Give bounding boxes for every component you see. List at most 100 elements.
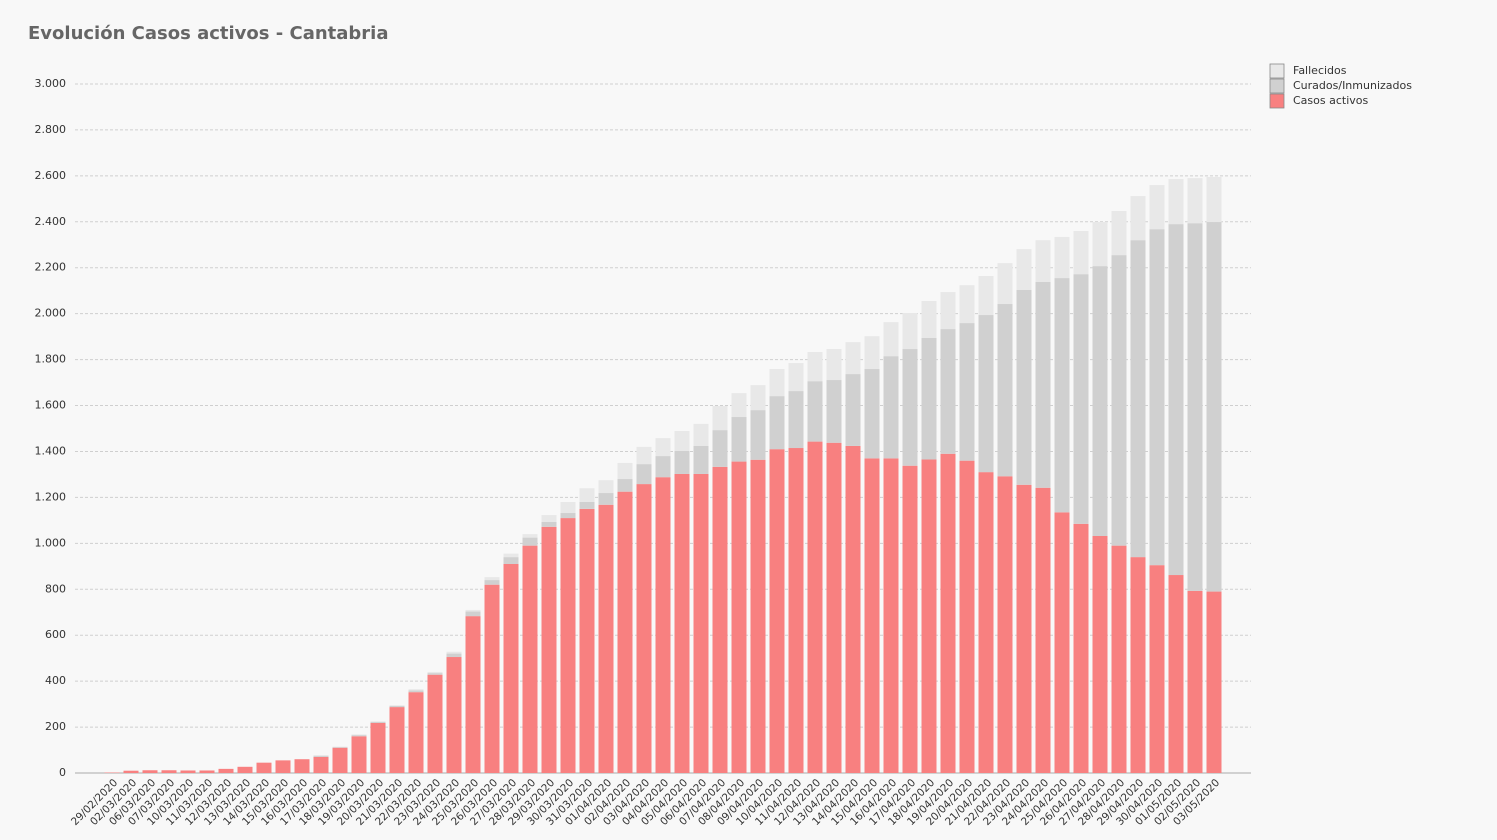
bar-segment <box>674 451 690 474</box>
bar-segment <box>731 417 747 462</box>
bar-segment <box>465 611 481 617</box>
bar-segment <box>389 705 405 708</box>
bar-segment <box>275 760 291 773</box>
bar-segment <box>1206 591 1222 773</box>
y-tick-label: 2.400 <box>35 215 67 228</box>
bar-segment <box>1111 545 1127 773</box>
bar-segment <box>484 580 500 585</box>
bar-segment <box>541 526 557 773</box>
bar-segment <box>788 391 804 449</box>
bar-segment <box>1035 487 1051 773</box>
bar-segment <box>142 770 158 773</box>
bar-segment <box>693 473 709 773</box>
bar-segment <box>351 736 367 773</box>
bar-segment <box>484 577 500 581</box>
bar-segment <box>1054 512 1070 773</box>
bar-segment <box>1149 185 1165 230</box>
bar-segment <box>845 374 861 446</box>
bar-segment <box>712 466 728 773</box>
bar-segment <box>712 430 728 467</box>
legend-swatch <box>1269 63 1285 79</box>
bar-segment <box>446 657 462 773</box>
bar-segment <box>902 349 918 466</box>
bar-segment <box>598 480 614 494</box>
bar-segment <box>807 441 823 773</box>
y-tick-label: 1.400 <box>35 444 67 457</box>
bar-segment <box>427 673 443 675</box>
y-tick-label: 2.600 <box>35 169 67 182</box>
bar-segment <box>218 768 234 773</box>
bar-segment <box>313 755 329 756</box>
bar-segment <box>1016 290 1032 485</box>
bar-segment <box>826 442 842 773</box>
bar-segment <box>788 363 804 392</box>
bar-segment <box>237 766 253 773</box>
bar-segment <box>1111 211 1127 256</box>
bar-segment <box>579 508 595 773</box>
bar-segment <box>921 338 937 460</box>
bar-segment <box>864 458 880 773</box>
bar-segment <box>408 689 424 691</box>
bar-segment <box>313 755 329 757</box>
bar-segment <box>1187 590 1203 773</box>
bar-segment <box>940 292 956 330</box>
bar-segment <box>1187 178 1203 224</box>
bar-segment <box>978 315 994 473</box>
bar-segment <box>636 464 652 485</box>
bar-segment <box>446 651 462 654</box>
bar-segment <box>1149 565 1165 773</box>
bar-segment <box>902 465 918 773</box>
bar-segment <box>978 472 994 773</box>
bar-segment <box>769 369 785 397</box>
bar-segment <box>788 448 804 773</box>
bar-segment <box>750 385 766 411</box>
bar-segment <box>560 513 576 519</box>
bar-segment <box>1187 223 1203 591</box>
bar-segment <box>807 381 823 442</box>
bar-segment <box>1130 557 1146 773</box>
bar-segment <box>1073 230 1089 275</box>
bar-segment <box>1092 535 1108 773</box>
bar-segment <box>579 488 595 502</box>
bar-segment <box>769 449 785 773</box>
bar-segment <box>883 356 899 459</box>
bar-segment <box>769 396 785 450</box>
bar-segment <box>1016 484 1032 773</box>
bar-segment <box>940 453 956 773</box>
bar-segment <box>997 304 1013 477</box>
y-tick-label: 800 <box>45 582 66 595</box>
bar-segment <box>522 537 538 546</box>
bar-segment <box>1168 224 1184 576</box>
bar-segment <box>598 504 614 773</box>
legend-label: Curados/Inmunizados <box>1293 79 1412 92</box>
bar-segment <box>959 460 975 773</box>
y-tick-label: 1.800 <box>35 353 67 366</box>
bar-segment <box>1054 278 1070 513</box>
legend-label: Fallecidos <box>1293 64 1347 77</box>
bar-segment <box>807 352 823 382</box>
bar-segment <box>712 405 728 431</box>
bar-segment <box>161 770 177 773</box>
bar-segment <box>1092 222 1108 267</box>
bar-segment <box>731 461 747 773</box>
bar-segment <box>1149 229 1165 566</box>
bar-segment <box>598 493 614 505</box>
legend-label: Casos activos <box>1293 94 1369 107</box>
bar-segment <box>617 462 633 480</box>
bar-segment <box>674 431 690 452</box>
bar-segment <box>332 747 348 773</box>
bar-segment <box>427 674 443 773</box>
bar-segment <box>845 342 861 375</box>
bar-segment <box>1130 240 1146 558</box>
bar-segment <box>636 484 652 773</box>
bar-segment <box>617 479 633 492</box>
y-tick-label: 2.800 <box>35 123 67 136</box>
bar-segment <box>655 456 671 478</box>
bar-segment <box>693 423 709 446</box>
bar-segment <box>750 410 766 460</box>
legend-swatch <box>1269 93 1285 109</box>
bar-segment <box>921 459 937 773</box>
bar-segment <box>503 564 519 773</box>
